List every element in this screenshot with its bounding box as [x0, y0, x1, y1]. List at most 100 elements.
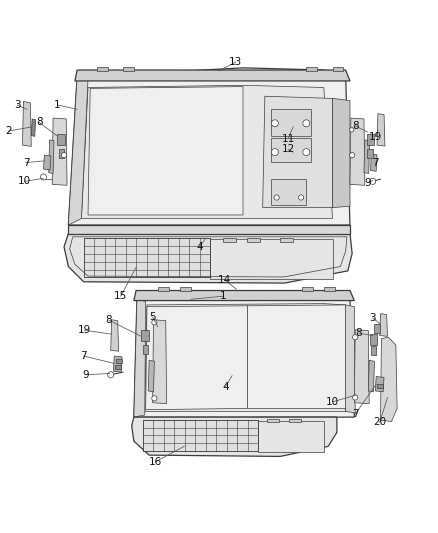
Bar: [258, 421, 324, 452]
PathPatch shape: [31, 119, 35, 136]
Text: 8: 8: [106, 315, 112, 325]
Text: 9: 9: [82, 370, 89, 380]
Circle shape: [303, 149, 310, 156]
Text: 12: 12: [281, 144, 295, 155]
Bar: [247, 238, 261, 243]
PathPatch shape: [377, 114, 385, 146]
Text: 5: 5: [149, 312, 156, 322]
Bar: [302, 287, 313, 292]
Bar: [332, 67, 343, 71]
Circle shape: [303, 120, 310, 127]
Text: 11: 11: [281, 134, 295, 143]
Bar: [210, 239, 332, 279]
Bar: [324, 287, 335, 292]
Bar: [116, 359, 122, 362]
Text: 14: 14: [218, 274, 231, 285]
PathPatch shape: [75, 70, 350, 81]
PathPatch shape: [88, 87, 243, 215]
PathPatch shape: [52, 118, 67, 185]
Circle shape: [108, 372, 114, 378]
Circle shape: [272, 120, 279, 127]
Text: 1: 1: [54, 100, 61, 110]
Bar: [57, 134, 65, 145]
PathPatch shape: [113, 356, 122, 372]
Text: 2: 2: [5, 126, 12, 136]
Circle shape: [350, 152, 355, 158]
Text: 3: 3: [369, 313, 376, 323]
Text: 10: 10: [18, 176, 31, 187]
PathPatch shape: [64, 234, 352, 283]
Circle shape: [370, 179, 376, 184]
Text: 20: 20: [373, 417, 386, 427]
Bar: [289, 419, 301, 422]
Bar: [272, 138, 311, 161]
PathPatch shape: [368, 360, 374, 392]
Bar: [371, 346, 376, 354]
PathPatch shape: [49, 140, 54, 174]
Bar: [280, 238, 293, 243]
Text: 7: 7: [23, 158, 29, 167]
Bar: [367, 134, 374, 145]
Circle shape: [152, 395, 157, 401]
Text: 7: 7: [352, 409, 359, 419]
PathPatch shape: [371, 154, 377, 171]
Text: 8: 8: [355, 328, 362, 338]
PathPatch shape: [364, 140, 370, 174]
Text: 19: 19: [369, 132, 382, 142]
Bar: [158, 287, 169, 292]
Circle shape: [40, 174, 46, 180]
Bar: [272, 109, 311, 135]
Bar: [367, 149, 373, 158]
Circle shape: [353, 335, 358, 340]
Text: 10: 10: [326, 397, 339, 407]
Bar: [141, 330, 149, 341]
PathPatch shape: [132, 417, 337, 456]
Text: 7: 7: [80, 351, 87, 361]
Bar: [272, 179, 306, 205]
Circle shape: [152, 320, 157, 325]
Bar: [180, 287, 191, 292]
PathPatch shape: [332, 99, 350, 207]
Text: 7: 7: [372, 158, 378, 168]
Text: 8: 8: [352, 121, 359, 131]
PathPatch shape: [146, 306, 247, 410]
Bar: [143, 345, 148, 354]
Circle shape: [350, 128, 354, 132]
Text: 1: 1: [220, 291, 227, 301]
PathPatch shape: [354, 330, 369, 403]
Circle shape: [353, 395, 358, 400]
Text: 15: 15: [114, 291, 127, 301]
Bar: [97, 67, 108, 71]
PathPatch shape: [134, 290, 354, 301]
Bar: [306, 67, 317, 71]
Bar: [223, 238, 237, 243]
Bar: [59, 149, 64, 158]
Bar: [370, 334, 378, 345]
PathPatch shape: [247, 305, 346, 408]
PathPatch shape: [134, 293, 354, 417]
Circle shape: [274, 195, 279, 200]
PathPatch shape: [375, 376, 384, 392]
PathPatch shape: [134, 299, 146, 417]
Circle shape: [298, 195, 304, 200]
Text: 19: 19: [78, 325, 91, 335]
Bar: [115, 365, 121, 369]
Text: 13: 13: [229, 57, 242, 67]
PathPatch shape: [111, 320, 119, 351]
Bar: [374, 324, 380, 333]
PathPatch shape: [346, 305, 355, 413]
PathPatch shape: [68, 68, 350, 225]
Text: 16: 16: [149, 457, 162, 467]
PathPatch shape: [380, 313, 388, 336]
PathPatch shape: [22, 101, 31, 147]
Text: 3: 3: [14, 100, 21, 110]
PathPatch shape: [263, 96, 332, 207]
PathPatch shape: [381, 337, 397, 422]
Bar: [84, 238, 210, 277]
PathPatch shape: [43, 155, 51, 170]
PathPatch shape: [148, 360, 154, 392]
Text: 4: 4: [222, 382, 229, 392]
Bar: [267, 419, 279, 422]
Text: 9: 9: [364, 177, 371, 188]
Bar: [143, 420, 258, 451]
